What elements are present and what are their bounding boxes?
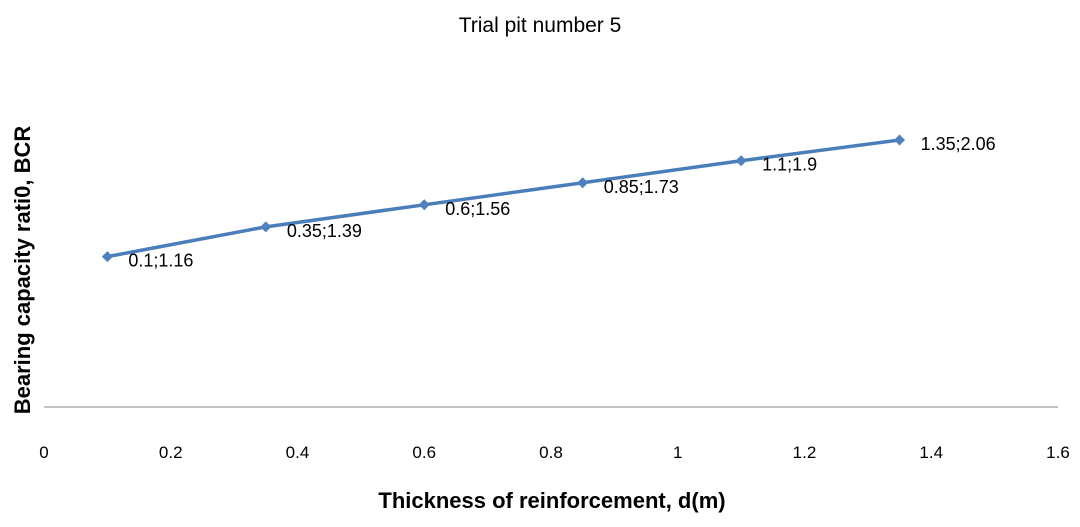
x-tick-label: 1.2 — [793, 443, 817, 462]
x-tick-label: 1 — [673, 443, 682, 462]
x-tick-label: 0.2 — [159, 443, 183, 462]
data-label: 0.6;1.56 — [445, 199, 510, 219]
x-tick-label: 0 — [39, 443, 48, 462]
x-axis-title: Thickness of reinforcement, d(m) — [378, 488, 725, 513]
x-tick-label: 1.6 — [1046, 443, 1070, 462]
x-tick-label: 1.4 — [919, 443, 943, 462]
chart-title: Trial pit number 5 — [459, 14, 622, 37]
data-point-marker — [418, 199, 430, 211]
data-label: 1.1;1.9 — [762, 155, 817, 175]
data-point-marker — [577, 177, 589, 189]
data-point-marker — [735, 155, 747, 167]
data-series — [101, 134, 906, 263]
data-labels: 0.1;1.16 0.35;1.39 0.6;1.56 0.85;1.73 1.1;1.… — [128, 134, 995, 271]
data-label: 1.35;2.06 — [921, 134, 996, 154]
data-point-marker — [260, 221, 272, 233]
data-label: 0.35;1.39 — [287, 221, 362, 241]
x-tick-label: 0.8 — [539, 443, 563, 462]
x-tick-label: 0.6 — [412, 443, 436, 462]
y-axis-title: Bearing capacity rati0, BCR — [10, 126, 35, 415]
data-point-marker — [101, 251, 113, 263]
x-tick-labels: 0 0.2 0.4 0.6 0.8 1 1.2 1.4 1.6 — [39, 443, 1070, 462]
x-tick-label: 0.4 — [286, 443, 310, 462]
data-label: 0.85;1.73 — [604, 177, 679, 197]
data-label: 0.1;1.16 — [128, 251, 193, 271]
series-line — [107, 138, 900, 259]
data-point-marker — [894, 134, 906, 146]
